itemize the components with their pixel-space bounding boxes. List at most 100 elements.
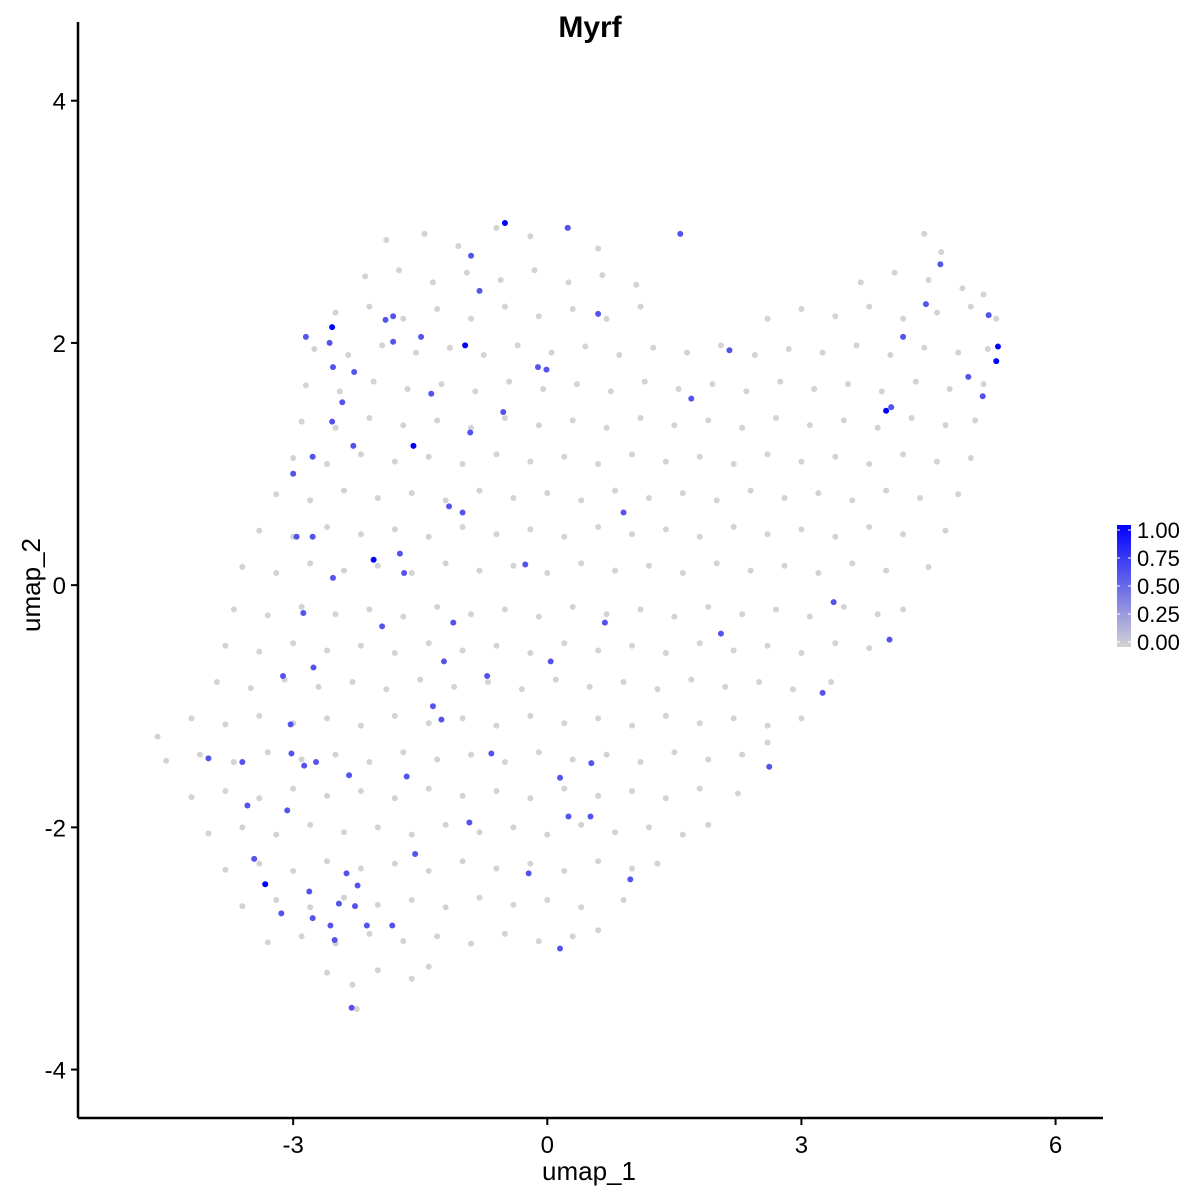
cell-point bbox=[832, 640, 839, 647]
cell-point bbox=[662, 526, 669, 533]
expressing-cell-point bbox=[326, 339, 333, 346]
cell-point bbox=[925, 563, 932, 570]
cell-point bbox=[573, 381, 580, 388]
cell-point bbox=[374, 824, 381, 831]
cell-point bbox=[739, 424, 746, 431]
cell-point bbox=[612, 487, 619, 494]
expressing-cell-point bbox=[446, 503, 453, 510]
cell-point bbox=[493, 788, 500, 795]
expressing-cell-point bbox=[462, 342, 469, 349]
cell-point bbox=[561, 785, 568, 792]
cell-point bbox=[866, 645, 873, 652]
cell-point bbox=[370, 378, 377, 385]
cell-point bbox=[713, 560, 720, 567]
expressing-cell-point bbox=[886, 636, 893, 643]
cell-point bbox=[972, 417, 979, 424]
cell-point bbox=[527, 860, 534, 867]
cell-point bbox=[290, 454, 297, 461]
expressing-cell-point bbox=[900, 333, 907, 340]
expressing-cell-point bbox=[440, 658, 447, 665]
cell-point bbox=[713, 497, 720, 504]
cell-point bbox=[408, 490, 415, 497]
cell-point bbox=[764, 739, 771, 746]
cell-point bbox=[366, 415, 373, 422]
cell-point bbox=[290, 785, 297, 792]
cell-point bbox=[383, 236, 390, 243]
x-tick-label: 0 bbox=[541, 1132, 554, 1159]
expressing-cell-point bbox=[418, 333, 425, 340]
cell-point bbox=[340, 567, 347, 574]
expressing-cell-point bbox=[306, 888, 313, 895]
cell-point bbox=[561, 720, 568, 727]
cell-point bbox=[938, 249, 945, 256]
cell-point bbox=[442, 497, 449, 504]
cell-point bbox=[679, 490, 686, 497]
cell-point bbox=[256, 795, 263, 802]
cell-point bbox=[535, 749, 542, 756]
cell-point bbox=[578, 497, 585, 504]
cell-point bbox=[561, 640, 568, 647]
cell-point bbox=[264, 939, 271, 946]
cell-point bbox=[239, 824, 246, 831]
expressing-cell-point bbox=[601, 619, 608, 626]
cell-point bbox=[396, 267, 403, 274]
expressing-cell-point bbox=[343, 870, 350, 877]
cell-point bbox=[751, 352, 758, 359]
expressing-cell-point bbox=[476, 287, 483, 294]
cell-point bbox=[345, 352, 352, 359]
cell-point bbox=[730, 524, 737, 531]
cell-point bbox=[273, 831, 280, 838]
cell-point bbox=[980, 291, 987, 298]
cell-point bbox=[595, 858, 602, 865]
cell-point bbox=[603, 611, 610, 618]
cell-point bbox=[595, 792, 602, 799]
cell-point bbox=[400, 938, 407, 945]
expressing-cell-point bbox=[302, 333, 309, 340]
points-layer bbox=[154, 220, 1001, 1013]
expressing-cell-point bbox=[382, 316, 389, 323]
cell-point bbox=[429, 279, 436, 286]
cell-point bbox=[696, 785, 703, 792]
cell-point bbox=[637, 303, 644, 310]
cell-point bbox=[408, 897, 415, 904]
expressing-cell-point bbox=[239, 758, 246, 765]
cell-point bbox=[374, 562, 381, 569]
expressing-cell-point bbox=[346, 772, 353, 779]
cell-point bbox=[324, 715, 331, 722]
cell-point bbox=[595, 715, 602, 722]
cell-point bbox=[641, 378, 648, 385]
cell-point bbox=[629, 642, 636, 649]
cell-point bbox=[671, 422, 678, 429]
expressing-cell-point bbox=[467, 429, 474, 436]
expressing-cell-point bbox=[534, 364, 541, 371]
cell-point bbox=[764, 315, 771, 322]
cell-point bbox=[239, 903, 246, 910]
expressing-cell-point bbox=[450, 619, 457, 626]
cell-point bbox=[510, 494, 517, 501]
cell-point bbox=[777, 378, 784, 385]
cell-point bbox=[510, 901, 517, 908]
cell-point bbox=[340, 487, 347, 494]
cell-point bbox=[256, 712, 263, 719]
cell-point bbox=[785, 345, 792, 352]
cell-point bbox=[332, 424, 339, 431]
expressing-cell-point bbox=[327, 922, 334, 929]
cell-point bbox=[357, 531, 364, 538]
cell-point bbox=[324, 524, 331, 531]
cell-point bbox=[629, 531, 636, 538]
expressing-cell-point bbox=[438, 716, 445, 723]
cell-point bbox=[298, 418, 305, 425]
cell-point bbox=[806, 422, 813, 429]
cell-point bbox=[734, 790, 741, 797]
expressing-cell-point bbox=[309, 915, 316, 922]
cell-point bbox=[349, 679, 356, 686]
x-tick-label: -3 bbox=[282, 1132, 303, 1159]
expressing-cell-point bbox=[251, 855, 258, 862]
expressing-cell-point bbox=[501, 220, 508, 227]
cell-point bbox=[324, 858, 331, 865]
cell-point bbox=[671, 749, 678, 756]
cell-point bbox=[662, 649, 669, 656]
expressing-cell-point bbox=[557, 774, 564, 781]
cell-point bbox=[493, 531, 500, 538]
cell-point bbox=[459, 461, 466, 468]
